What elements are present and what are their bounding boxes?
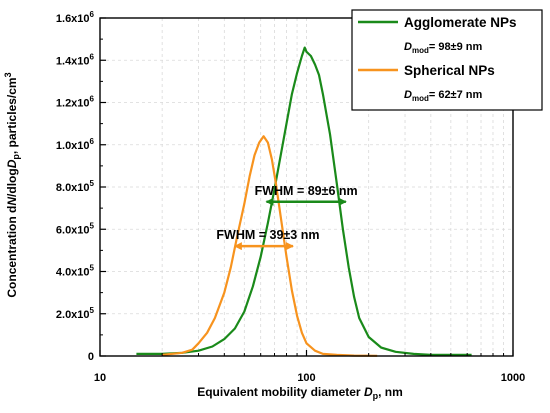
y-tick-label: 6.0x105 xyxy=(56,221,95,236)
legend-label-spherical: Spherical NPs xyxy=(404,63,495,78)
legend-label-agglomerate: Agglomerate NPs xyxy=(404,15,517,30)
legend-dmod-spherical: Dmod= 62±7 nm xyxy=(404,89,482,103)
x-tick-label: 10 xyxy=(94,372,106,384)
series-line-agglomerate xyxy=(136,46,472,356)
annotation-layer: FWHM = 89±6 nm FWHM = 39±3 nm xyxy=(216,184,358,251)
series-line-spherical xyxy=(162,135,378,357)
x-tick-label: 100 xyxy=(297,372,315,384)
y-axis-title: Concentration dN/dlogDp, particles/cm3 xyxy=(3,72,21,297)
y-tick-label: 2.0x105 xyxy=(56,306,95,321)
x-tick-label: 1000 xyxy=(501,372,525,384)
ticks: 10 100 1000 0 2.0x105 4.0x105 6.0x105 8.0x105 1.… xyxy=(56,10,525,384)
fwhm-label-agglomerate: FWHM = 89±6 nm xyxy=(255,184,358,198)
y-tick-label: 1.6x106 xyxy=(56,10,95,25)
y-tick-label: 8.0x105 xyxy=(56,179,95,194)
y-tick-label: 1.4x106 xyxy=(56,52,95,67)
y-tick-label: 1.0x106 xyxy=(56,137,95,152)
series-layer xyxy=(136,46,472,357)
legend-box xyxy=(351,9,543,111)
x-axis-title: Equivalent mobility diameter Dp, nm xyxy=(197,385,403,401)
y-tick-label: 4.0x105 xyxy=(56,264,95,279)
y-tick-label: 1.2x106 xyxy=(56,95,95,110)
legend-dmod-agglomerate: Dmod= 98±9 nm xyxy=(404,41,482,55)
fwhm-label-spherical: FWHM = 39±3 nm xyxy=(216,228,319,242)
y-tick-label: 0 xyxy=(88,351,94,363)
legend: Agglomerate NPs Dmod= 98±9 nm Spherical … xyxy=(351,9,543,111)
